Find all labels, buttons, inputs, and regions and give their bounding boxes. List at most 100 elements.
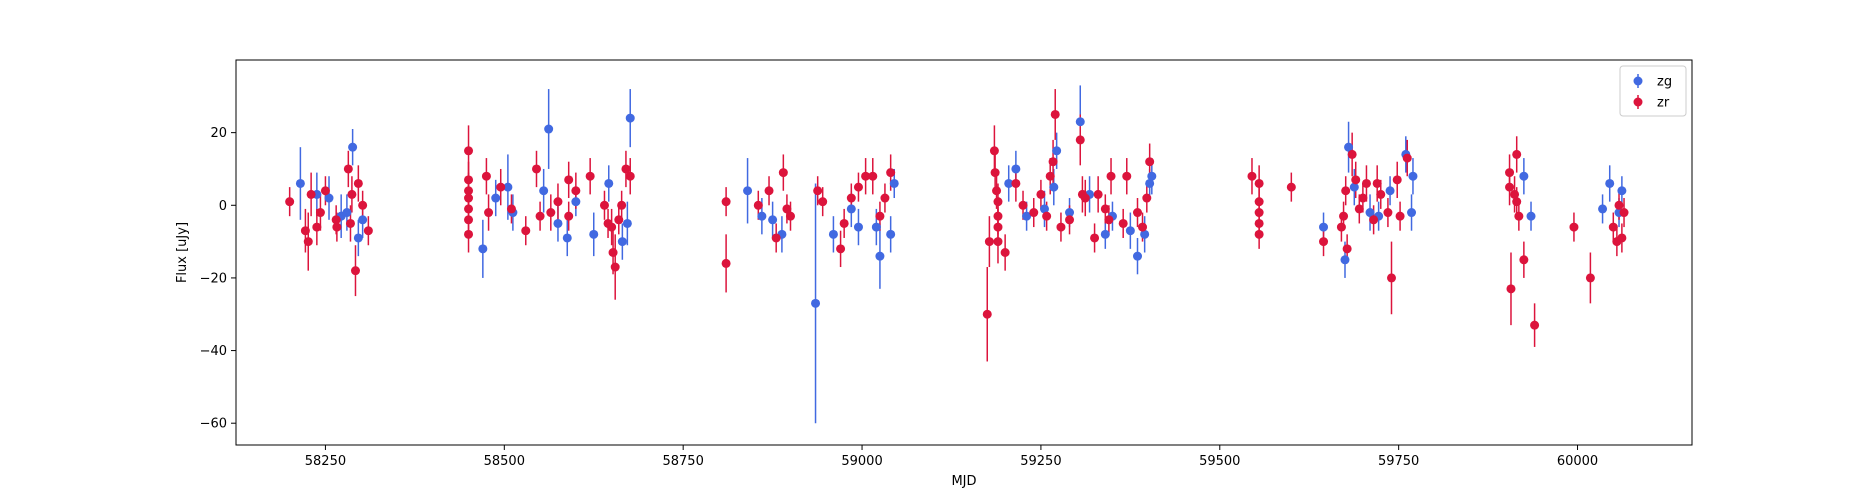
y-axis-label: Flux [uJy] [175, 222, 190, 283]
data-point-zr [1386, 273, 1396, 283]
data-point-zr [1118, 218, 1128, 228]
data-point-zr [1056, 222, 1066, 232]
data-point-zg [1125, 226, 1135, 236]
data-point-zg [1385, 186, 1395, 196]
data-point-zg [1133, 251, 1143, 261]
data-point-zr [1319, 237, 1329, 247]
data-point-zr [1254, 229, 1264, 239]
data-point-zg [295, 178, 305, 188]
data-point-zg [743, 186, 753, 196]
data-point-zr [993, 197, 1003, 207]
data-point-zr [813, 186, 823, 196]
data-point-zr [1372, 178, 1382, 188]
data-point-zr [1036, 189, 1046, 199]
data-point-zr [1029, 208, 1039, 218]
data-point-zr [875, 211, 885, 221]
data-point-zr [320, 186, 330, 196]
data-point-zr [990, 168, 1000, 178]
data-point-zr [350, 266, 360, 276]
data-point-zr [464, 146, 474, 156]
data-point-zr [839, 218, 849, 228]
data-point-zg [1147, 171, 1157, 181]
data-point-zg [491, 193, 501, 203]
data-point-zg [1065, 208, 1075, 218]
x-tick-label: 59500 [1199, 454, 1240, 469]
data-point-zr [484, 208, 494, 218]
data-point-zr [1018, 200, 1028, 210]
data-point-zr [1512, 197, 1522, 207]
y-tick-label: −20 [200, 271, 227, 286]
data-point-zr [300, 226, 310, 236]
plot-area-frame [235, 59, 1693, 446]
legend-label-zg: zg [1657, 75, 1672, 90]
data-point-zg [324, 193, 334, 203]
data-point-zr [363, 226, 373, 236]
x-tick-label: 59000 [841, 454, 882, 469]
data-point-zr [1608, 222, 1618, 232]
data-point-zr [982, 309, 992, 319]
data-point-zr [306, 189, 316, 199]
data-point-zr [1048, 157, 1058, 167]
data-point-zr [1519, 255, 1529, 265]
data-point-zg [539, 186, 549, 196]
data-point-zg [1075, 117, 1085, 127]
data-point-zg [358, 215, 368, 225]
data-point-zr [331, 215, 341, 225]
data-point-zr [553, 197, 563, 207]
data-point-zg [1349, 182, 1359, 192]
data-point-zg [846, 204, 856, 214]
data-point-zg [1140, 229, 1150, 239]
data-point-zg [589, 229, 599, 239]
x-tick-label: 59250 [1020, 454, 1061, 469]
data-point-zr [481, 171, 491, 181]
data-point-zr [1138, 222, 1148, 232]
data-point-zr [1369, 215, 1379, 225]
data-point-zr [993, 237, 1003, 247]
data-point-zr [532, 164, 542, 174]
data-point-zg [622, 218, 632, 228]
x-tick-label: 59750 [1378, 454, 1419, 469]
data-point-zr [285, 197, 295, 207]
y-axis: 20 0 −20 −40 −60 [200, 126, 236, 432]
data-point-zr [535, 211, 545, 221]
data-point-zr [1392, 175, 1402, 185]
x-tick-label: 58750 [662, 454, 703, 469]
data-point-zg [886, 229, 896, 239]
data-point-zr [1106, 171, 1116, 181]
data-point-zr [345, 218, 355, 228]
data-point-zr [564, 175, 574, 185]
data-point-zg [503, 182, 513, 192]
x-tick-label: 58500 [484, 454, 525, 469]
data-point-zr [1104, 215, 1114, 225]
data-point-zg [875, 251, 885, 261]
data-point-zr [621, 164, 631, 174]
data-point-zg [757, 211, 767, 221]
data-point-zr [1065, 215, 1075, 225]
data-point-zr [785, 211, 795, 221]
data-point-zr [1145, 157, 1155, 167]
data-point-zg [1004, 178, 1014, 188]
data-point-zr [989, 146, 999, 156]
data-point-zr [1122, 171, 1132, 181]
data-point-zg [1011, 164, 1021, 174]
data-point-zg [811, 298, 821, 308]
data-point-zr [984, 237, 994, 247]
data-point-zr [585, 171, 595, 181]
data-point-zg [1022, 211, 1032, 221]
data-point-zr [1093, 189, 1103, 199]
data-point-zr [1361, 178, 1371, 188]
data-point-zr [464, 193, 474, 203]
data-point-zg [1319, 222, 1329, 232]
data-point-zr [1358, 193, 1368, 203]
legend: zg zr [1619, 65, 1687, 117]
data-point-zr [1011, 178, 1021, 188]
data-point-zr [880, 193, 890, 203]
data-point-zr [1100, 204, 1110, 214]
data-point-zr [1042, 211, 1052, 221]
data-point-zr [464, 186, 474, 196]
legend-marker-zr [1633, 97, 1643, 107]
data-point-zg [1344, 142, 1354, 152]
data-point-zr [1075, 135, 1085, 145]
data-point-zr [1254, 218, 1264, 228]
